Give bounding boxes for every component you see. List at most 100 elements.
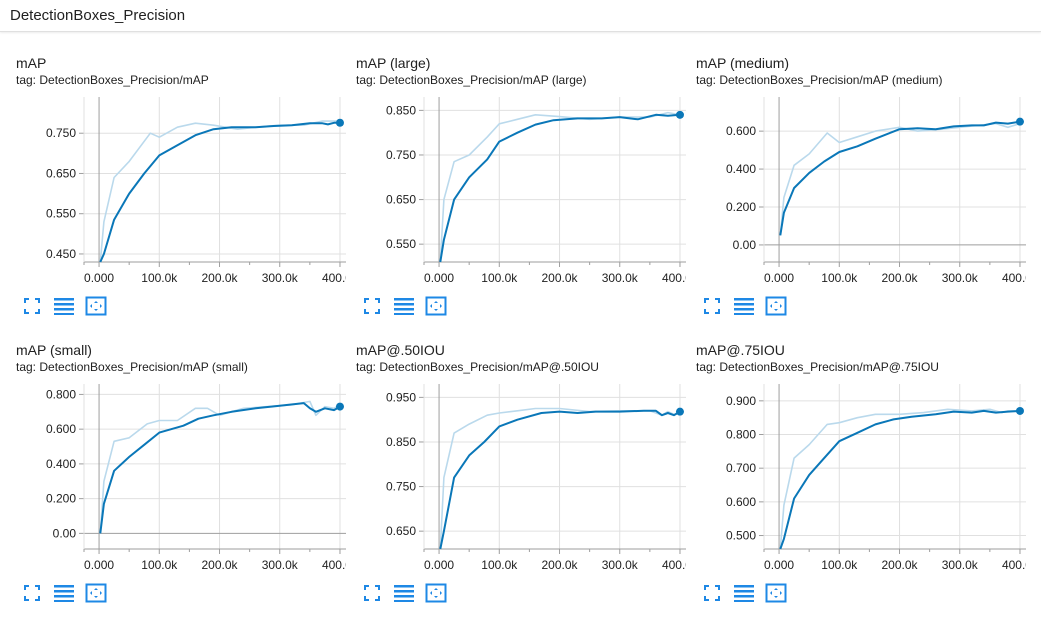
series-line-smoothed [439,113,681,263]
page-title: DetectionBoxes_Precision [10,7,186,24]
series-line-raw [99,120,340,263]
chart-tag: tag: DetectionBoxes_Precision/mAP (small… [16,360,248,374]
x-tick-label: 400.0k [662,271,686,285]
fit-domain-icon [425,583,447,607]
x-tick-label: 400.0k [322,271,346,285]
y-tick-label: 0.450 [46,247,76,261]
x-tick-label: 100.0k [821,558,858,572]
x-tick-label: 300.0k [942,271,979,285]
toggle-log-scale-button[interactable] [53,296,75,318]
fit-domain-icon [85,296,107,320]
chart-card: mAP@.50IOU tag: DetectionBoxes_Precision/… [340,342,686,627]
toggle-log-scale-button[interactable] [733,583,755,605]
y-tick-label: 0.00 [733,238,757,252]
fit-domain-button[interactable] [765,583,787,605]
chart-card: mAP (medium) tag: DetectionBoxes_Precisio… [680,55,1026,340]
fit-domain-button[interactable] [765,296,787,318]
series-line-raw [779,408,1020,550]
x-tick-label: 200.0k [882,558,919,572]
chart-plot[interactable]: 0.000 100.0k 200.0k 300.0k 400.0k 0.00 0.200 0.… [0,374,346,579]
fullscreen-icon [362,298,382,320]
x-tick-label: 300.0k [942,558,979,572]
lines-icon [733,585,755,607]
lines-icon [393,298,415,320]
chart-card: mAP (large) tag: DetectionBoxes_Precision… [340,55,686,340]
y-tick-label: 0.950 [386,390,416,404]
y-tick-label: 0.600 [46,422,76,436]
x-tick-label: 200.0k [202,271,239,285]
expand-button[interactable] [702,583,724,605]
fit-domain-button[interactable] [85,296,107,318]
y-tick-label: 0.850 [386,103,416,117]
chart-card: mAP@.75IOU tag: DetectionBoxes_Precision/… [680,342,1026,627]
chart-card: mAP (small) tag: DetectionBoxes_Precision… [0,342,346,627]
chart-plot[interactable]: 0.000 100.0k 200.0k 300.0k 400.0k 0.550 0.650 0… [340,87,686,292]
x-tick-label: 100.0k [141,271,178,285]
chart-plot[interactable]: 0.000 100.0k 200.0k 300.0k 400.0k 0.500 0.600 0… [680,374,1026,579]
y-tick-label: 0.550 [386,237,416,251]
chart-tag: tag: DetectionBoxes_Precision/mAP@.75IOU [696,360,939,374]
x-tick-label: 0.000 [764,558,794,572]
y-tick-label: 0.00 [53,526,77,540]
chart-title: mAP (large) [356,55,431,71]
series-line-smoothed [99,121,340,263]
x-tick-label: 400.0k [322,558,346,572]
x-tick-label: 400.0k [662,558,686,572]
y-tick-label: 0.550 [46,207,76,221]
expand-button[interactable] [362,296,384,318]
y-tick-label: 0.750 [46,126,76,140]
series-end-point [335,402,344,411]
x-tick-label: 200.0k [542,558,579,572]
fit-domain-button[interactable] [85,583,107,605]
x-tick-label: 400.0k [1002,558,1026,572]
y-tick-label: 0.750 [386,480,416,494]
expand-button[interactable] [22,583,44,605]
series-end-point [1015,406,1024,415]
series-line-raw [439,111,681,263]
fit-domain-button[interactable] [425,583,447,605]
series-line-raw [779,122,1021,236]
series-line-raw [439,407,681,550]
y-tick-label: 0.650 [46,166,76,180]
expand-button[interactable] [22,296,44,318]
fullscreen-icon [362,585,382,607]
series-line-smoothed [779,409,1021,550]
chart-plot[interactable]: 0.000 100.0k 200.0k 300.0k 400.0k 0.00 0.200 0.… [680,87,1026,292]
x-tick-label: 0.000 [764,271,794,285]
chart-title: mAP@.50IOU [356,342,445,358]
header-bar: DetectionBoxes_Precision [0,0,1041,32]
chart-card: mAP tag: DetectionBoxes_Precision/mAP 0.00… [0,55,346,340]
toggle-log-scale-button[interactable] [733,296,755,318]
x-tick-label: 0.000 [84,558,114,572]
fit-domain-icon [85,583,107,607]
fit-domain-icon [425,296,447,320]
fit-domain-button[interactable] [425,296,447,318]
y-tick-label: 0.800 [726,428,756,442]
x-tick-label: 100.0k [481,558,518,572]
series-line-smoothed [99,402,341,534]
x-tick-label: 100.0k [821,271,858,285]
series-line-raw [99,400,341,534]
toggle-log-scale-button[interactable] [393,583,415,605]
toggle-log-scale-button[interactable] [393,296,415,318]
series-end-point [335,118,344,127]
chart-plot[interactable]: 0.000 100.0k 200.0k 300.0k 400.0k 0.450 0.550 0… [0,87,346,292]
toggle-log-scale-button[interactable] [53,583,75,605]
expand-button[interactable] [702,296,724,318]
x-tick-label: 300.0k [262,271,299,285]
chart-plot[interactable]: 0.000 100.0k 200.0k 300.0k 400.0k 0.650 0.750 0… [340,374,686,579]
fullscreen-icon [22,298,42,320]
y-tick-label: 0.650 [386,193,416,207]
y-tick-label: 0.200 [726,200,756,214]
y-tick-label: 0.750 [386,148,416,162]
x-tick-label: 0.000 [424,558,454,572]
lines-icon [733,298,755,320]
y-tick-label: 0.650 [386,524,416,538]
expand-button[interactable] [362,583,384,605]
y-tick-label: 0.600 [726,124,756,138]
y-tick-label: 0.200 [46,492,76,506]
y-tick-label: 0.400 [726,162,756,176]
y-tick-label: 0.500 [726,529,756,543]
chart-title: mAP (small) [16,342,92,358]
x-tick-label: 200.0k [542,271,579,285]
